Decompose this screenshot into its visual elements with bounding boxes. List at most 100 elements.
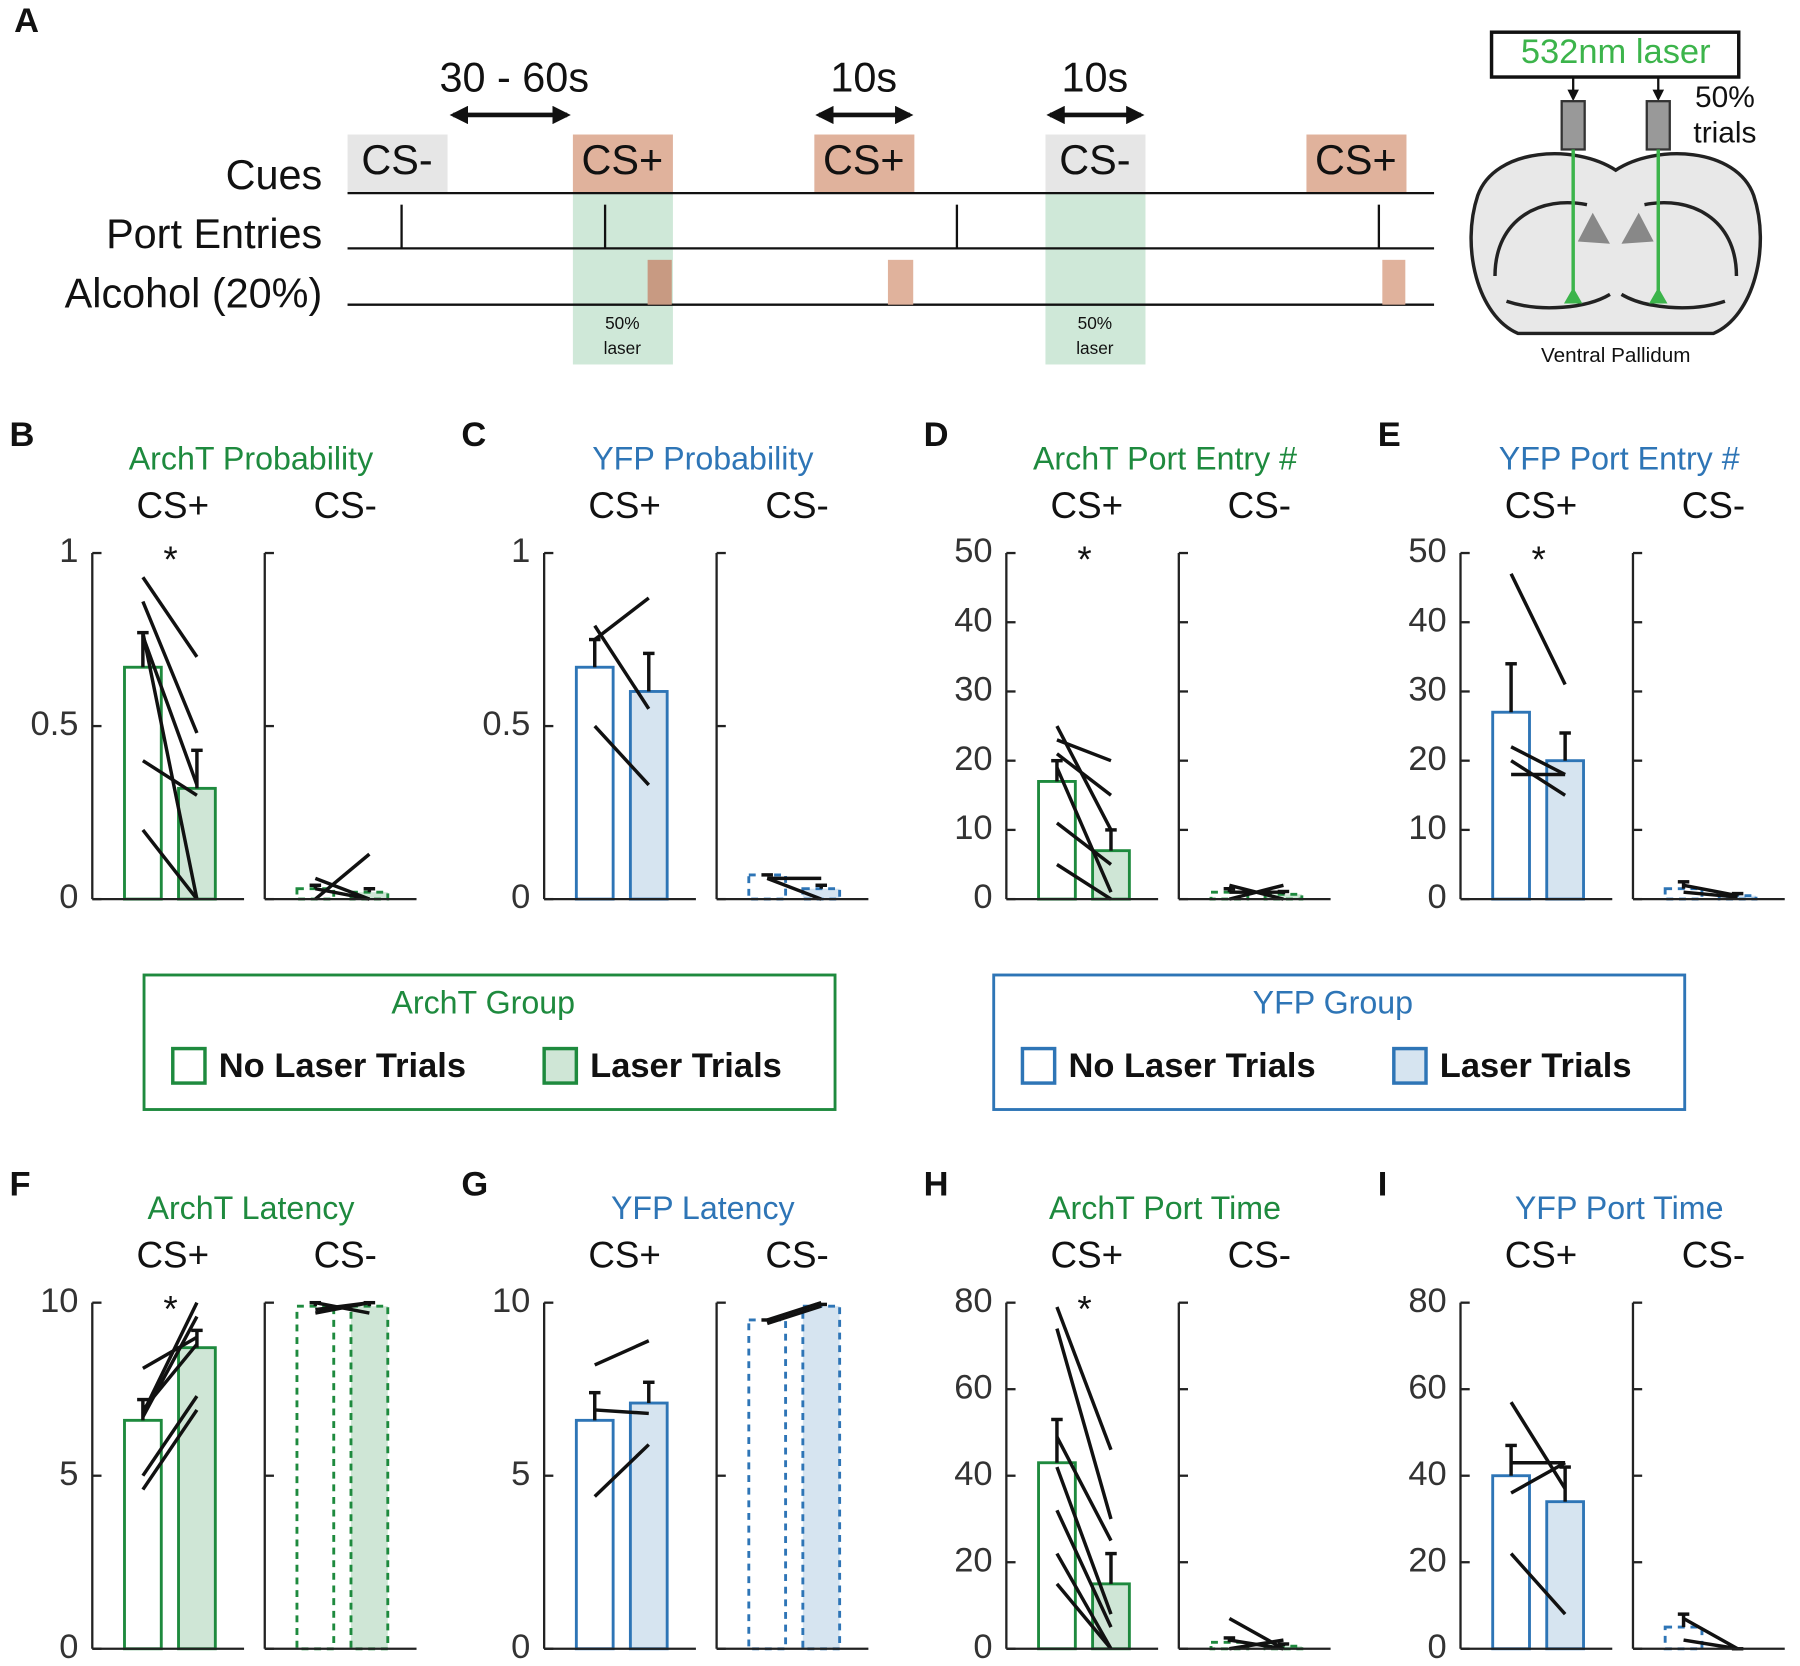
group-label: CS+ (136, 1235, 209, 1276)
significance: * (163, 539, 177, 580)
cue-box (1045, 134, 1146, 194)
group-label: CS- (765, 1235, 828, 1276)
laser-window (1045, 193, 1146, 365)
row-label: Cues (226, 152, 323, 198)
y-tick-label: 0.5 (482, 705, 530, 743)
panel-letter: H (924, 1166, 949, 1204)
y-tick-label: 60 (1408, 1368, 1446, 1406)
subject-line (1055, 821, 1113, 866)
y-tick-label: 0.5 (31, 705, 79, 743)
panel-letter: E (1378, 416, 1401, 454)
subject-line (1229, 1638, 1284, 1651)
panel-letter: F (10, 1166, 31, 1204)
subject-line (141, 600, 199, 734)
y-tick-label: 20 (954, 740, 992, 778)
subject-line (141, 1343, 199, 1412)
subject-line (593, 596, 650, 641)
subject-line (1055, 1582, 1113, 1650)
panel-letter: A (14, 2, 39, 40)
laser-note: 50% (605, 313, 640, 333)
cue-label: CS- (361, 137, 432, 183)
cue-label: CS+ (582, 137, 664, 183)
chart-title: YFP Port Time (1515, 1190, 1724, 1226)
subject-line (1055, 752, 1113, 797)
cue-box (1306, 134, 1407, 194)
group-label: CS- (1682, 485, 1745, 526)
subject-line (141, 759, 198, 797)
y-tick-label: 0 (511, 878, 530, 916)
y-tick-label: 0 (1428, 878, 1447, 916)
y-tick-label: 20 (1408, 1541, 1446, 1579)
legend-label: Laser Trials (1440, 1047, 1632, 1085)
subject-line (766, 1301, 822, 1322)
bar (349, 1304, 390, 1651)
subject-line (1228, 1616, 1285, 1651)
bar (801, 1304, 842, 1651)
subject-line (1683, 883, 1738, 898)
subject-line (1510, 759, 1567, 797)
legend-label: No Laser Trials (219, 1047, 466, 1085)
y-tick-label: 10 (40, 1282, 78, 1320)
laser-note: laser (604, 338, 642, 358)
cue-box (347, 134, 448, 194)
panel-a: A CS- CS+ CS+ CS- CS+ Cues Port Entries … (14, 2, 1763, 367)
subject-line (1509, 1552, 1567, 1616)
group-label: CS- (314, 1235, 377, 1276)
bar (574, 1418, 615, 1651)
chart-title: ArchT Probability (129, 441, 374, 477)
y-tick-label: 0 (59, 1628, 78, 1666)
group-label: CS- (765, 485, 828, 526)
subject-line (1510, 745, 1566, 777)
subject-line (141, 828, 199, 901)
panel-letter: I (1378, 1166, 1388, 1204)
significance: * (163, 1289, 177, 1330)
subject-line (141, 635, 199, 786)
legend-label: Laser Trials (590, 1047, 782, 1085)
y-tick-label: 30 (1408, 671, 1446, 709)
group-label: CS+ (1505, 1235, 1578, 1276)
subject-line (1056, 863, 1112, 901)
legend-swatch (1020, 1046, 1057, 1085)
legend-label: No Laser Trials (1068, 1047, 1315, 1085)
group-label: CS- (1228, 1235, 1291, 1276)
subject-line (1055, 766, 1113, 893)
y-tick-label: 5 (511, 1455, 530, 1493)
panel-letter: G (461, 1166, 488, 1204)
laser-note: laser (1076, 338, 1114, 358)
subject-line (766, 876, 822, 901)
subject-line (1682, 1616, 1739, 1651)
y-tick-label: 5 (59, 1455, 78, 1493)
y-tick-label: 1 (511, 532, 530, 570)
significance: * (1532, 539, 1546, 580)
cue-label: CS+ (1315, 137, 1397, 183)
bar (574, 665, 615, 901)
y-tick-label: 30 (954, 671, 992, 709)
y-tick-label: 0 (973, 878, 992, 916)
trials-note: 50% (1695, 81, 1755, 114)
y-tick-label: 80 (1408, 1282, 1446, 1320)
bar (628, 690, 669, 901)
y-tick-label: 20 (1408, 740, 1446, 778)
legend-swatch (171, 1046, 207, 1085)
bar (1545, 1500, 1585, 1651)
group-label: CS- (314, 485, 377, 526)
chart-title: YFP Probability (592, 441, 814, 477)
cue-label: CS+ (823, 137, 905, 183)
subject-line (1056, 738, 1112, 763)
trials-note: trials (1693, 116, 1756, 149)
brain-schematic (1469, 30, 1763, 336)
y-tick-label: 10 (954, 809, 992, 847)
y-tick-label: 80 (954, 1282, 992, 1320)
legend-box (992, 973, 1687, 1111)
bar (628, 1401, 669, 1651)
bar (295, 1304, 336, 1651)
bar (1663, 1625, 1704, 1651)
group-label: CS- (1682, 1235, 1745, 1276)
subject-line (593, 624, 651, 710)
interval-label: 30 - 60s (440, 54, 590, 100)
subject-line (1055, 1552, 1113, 1650)
subject-line (1683, 1638, 1738, 1651)
cue-box (814, 134, 915, 194)
bar (1545, 759, 1585, 901)
y-tick-label: 20 (954, 1541, 992, 1579)
